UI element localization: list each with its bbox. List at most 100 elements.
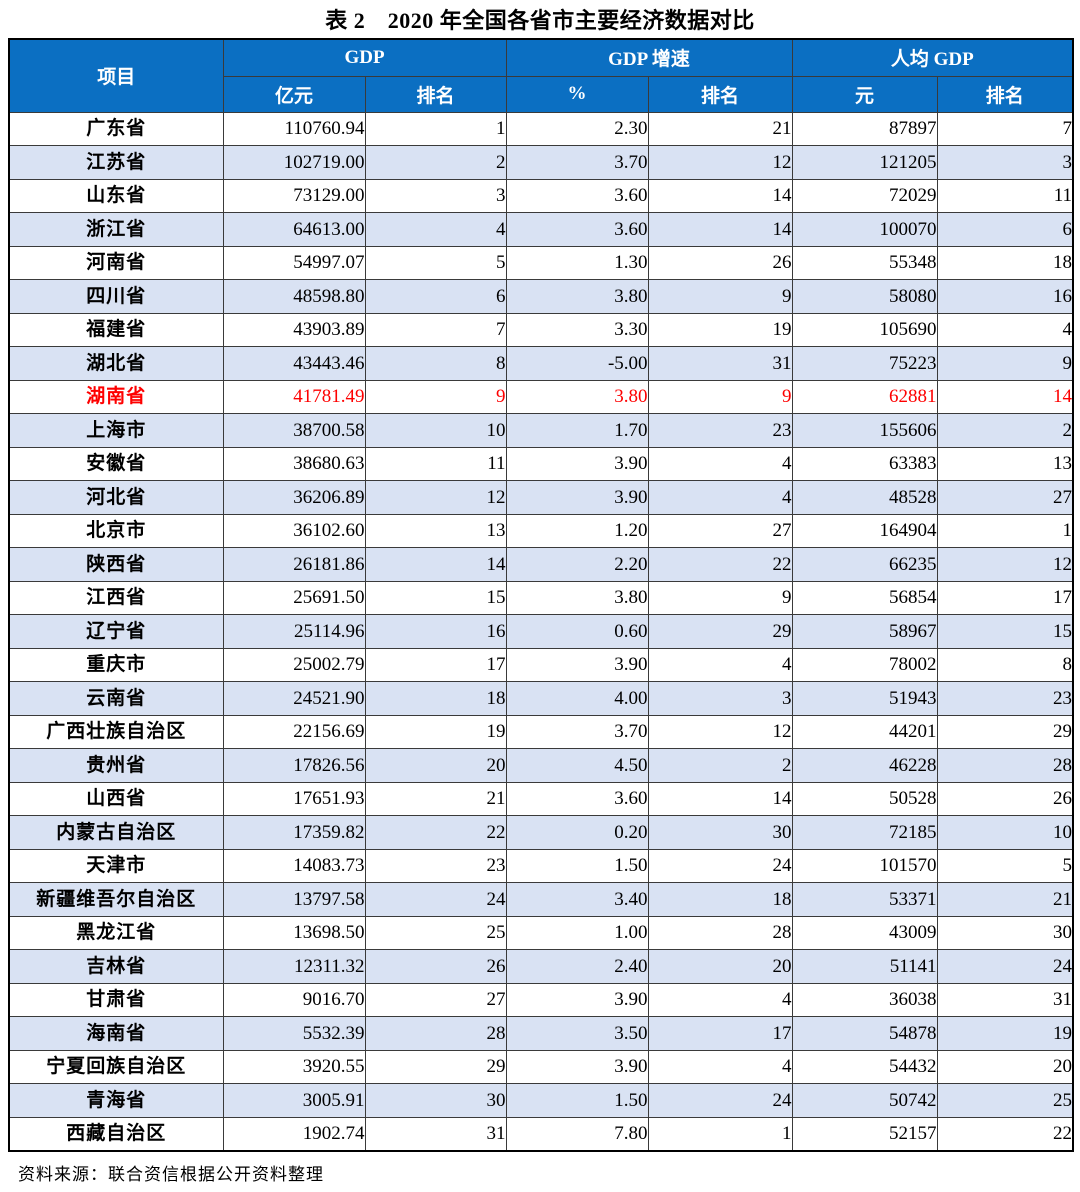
per-capita-rank-cell: 2 <box>936 413 1074 448</box>
table-row: 湖南省 41781.49 9 3.80 9 62881 14 <box>8 379 1074 414</box>
per-capita-rank-cell: 29 <box>936 714 1074 749</box>
growth-value-cell: 1.20 <box>505 513 649 548</box>
per-capita-cell: 46228 <box>791 748 938 783</box>
gdp-rank-cell: 15 <box>364 580 507 615</box>
growth-rank-cell: 12 <box>647 714 793 749</box>
province-name-cell: 贵州省 <box>8 748 224 783</box>
table-row: 浙江省 64613.00 4 3.60 14 100070 6 <box>8 212 1074 247</box>
per-capita-rank-cell: 30 <box>936 915 1074 950</box>
gdp-value-cell: 110760.94 <box>222 111 366 146</box>
table-row: 内蒙古自治区 17359.82 22 0.20 30 72185 10 <box>8 815 1074 850</box>
gdp-rank-cell: 25 <box>364 915 507 950</box>
table-title: 表 2 2020 年全国各省市主要经济数据对比 <box>325 8 755 33</box>
gdp-rank-cell: 11 <box>364 446 507 481</box>
table-row: 贵州省 17826.56 20 4.50 2 46228 28 <box>8 748 1074 783</box>
province-name-cell: 西藏自治区 <box>8 1116 224 1151</box>
gdp-rank-cell: 17 <box>364 647 507 682</box>
growth-value-cell: 3.90 <box>505 647 649 682</box>
growth-value-cell: 3.90 <box>505 480 649 515</box>
economic-data-table: 项目 GDP GDP 增速 人均 GDP 亿元 排名 % 排名 元 排名 广东省… <box>8 38 1075 1152</box>
gdp-rank-cell: 19 <box>364 714 507 749</box>
gdp-value-cell: 1902.74 <box>222 1116 366 1151</box>
per-capita-rank-cell: 16 <box>936 279 1074 314</box>
table-row: 江苏省 102719.00 2 3.70 12 121205 3 <box>8 145 1074 180</box>
gdp-rank-cell: 2 <box>364 145 507 180</box>
province-name-cell: 山东省 <box>8 178 224 213</box>
per-capita-cell: 54432 <box>791 1049 938 1084</box>
per-capita-cell: 56854 <box>791 580 938 615</box>
table-row: 上海市 38700.58 10 1.70 23 155606 2 <box>8 413 1074 448</box>
growth-rank-cell: 28 <box>647 915 793 950</box>
gdp-value-cell: 25002.79 <box>222 647 366 682</box>
growth-value-cell: 3.60 <box>505 781 649 816</box>
per-capita-cell: 51141 <box>791 949 938 984</box>
province-name-cell: 宁夏回族自治区 <box>8 1049 224 1084</box>
province-name-cell: 四川省 <box>8 279 224 314</box>
growth-value-cell: 0.60 <box>505 614 649 649</box>
province-name-cell: 湖北省 <box>8 346 224 381</box>
per-capita-cell: 155606 <box>791 413 938 448</box>
province-name-cell: 内蒙古自治区 <box>8 815 224 850</box>
per-capita-rank-cell: 10 <box>936 815 1074 850</box>
province-name-cell: 河北省 <box>8 480 224 515</box>
growth-value-cell: 2.30 <box>505 111 649 146</box>
per-capita-rank-cell: 17 <box>936 580 1074 615</box>
per-capita-cell: 48528 <box>791 480 938 515</box>
table-row: 江西省 25691.50 15 3.80 9 56854 17 <box>8 580 1074 615</box>
per-capita-rank-cell: 28 <box>936 748 1074 783</box>
per-capita-cell: 78002 <box>791 647 938 682</box>
growth-value-cell: 3.40 <box>505 882 649 917</box>
gdp-rank-cell: 6 <box>364 279 507 314</box>
growth-value-cell: 3.90 <box>505 1049 649 1084</box>
table-row: 甘肃省 9016.70 27 3.90 4 36038 31 <box>8 982 1074 1017</box>
growth-value-cell: 1.50 <box>505 1083 649 1118</box>
growth-value-cell: 2.40 <box>505 949 649 984</box>
per-capita-cell: 75223 <box>791 346 938 381</box>
per-capita-rank-cell: 19 <box>936 1016 1074 1051</box>
gdp-rank-cell: 31 <box>364 1116 507 1151</box>
per-capita-cell: 52157 <box>791 1116 938 1151</box>
gdp-value-cell: 17651.93 <box>222 781 366 816</box>
growth-rank-cell: 3 <box>647 681 793 716</box>
gdp-value-cell: 17826.56 <box>222 748 366 783</box>
table-row: 湖北省 43443.46 8 -5.00 31 75223 9 <box>8 346 1074 381</box>
gdp-rank-cell: 27 <box>364 982 507 1017</box>
gdp-value-cell: 22156.69 <box>222 714 366 749</box>
growth-value-cell: 3.80 <box>505 580 649 615</box>
per-capita-cell: 53371 <box>791 882 938 917</box>
growth-value-cell: 2.20 <box>505 547 649 582</box>
growth-value-cell: 7.80 <box>505 1116 649 1151</box>
gdp-value-cell: 3920.55 <box>222 1049 366 1084</box>
province-name-cell: 江苏省 <box>8 145 224 180</box>
growth-value-cell: 4.50 <box>505 748 649 783</box>
gdp-value-cell: 25691.50 <box>222 580 366 615</box>
per-capita-cell: 66235 <box>791 547 938 582</box>
table-row: 四川省 48598.80 6 3.80 9 58080 16 <box>8 279 1074 314</box>
per-capita-cell: 63383 <box>791 446 938 481</box>
per-capita-cell: 62881 <box>791 379 938 414</box>
growth-value-cell: 1.70 <box>505 413 649 448</box>
header-gdp-rank: 排名 <box>364 75 507 113</box>
gdp-value-cell: 3005.91 <box>222 1083 366 1118</box>
header-growth-rank: 排名 <box>647 75 793 113</box>
table-row: 河南省 54997.07 5 1.30 26 55348 18 <box>8 245 1074 280</box>
table-row: 安徽省 38680.63 11 3.90 4 63383 13 <box>8 446 1074 481</box>
growth-value-cell: 0.20 <box>505 815 649 850</box>
gdp-value-cell: 14083.73 <box>222 848 366 883</box>
header-gdp: GDP <box>222 38 507 77</box>
growth-rank-cell: 30 <box>647 815 793 850</box>
gdp-rank-cell: 21 <box>364 781 507 816</box>
growth-rank-cell: 31 <box>647 346 793 381</box>
table-row: 辽宁省 25114.96 16 0.60 29 58967 15 <box>8 614 1074 649</box>
per-capita-rank-cell: 24 <box>936 949 1074 984</box>
gdp-value-cell: 73129.00 <box>222 178 366 213</box>
gdp-rank-cell: 14 <box>364 547 507 582</box>
growth-value-cell: -5.00 <box>505 346 649 381</box>
gdp-value-cell: 36102.60 <box>222 513 366 548</box>
gdp-value-cell: 26181.86 <box>222 547 366 582</box>
gdp-rank-cell: 29 <box>364 1049 507 1084</box>
province-name-cell: 江西省 <box>8 580 224 615</box>
per-capita-rank-cell: 22 <box>936 1116 1074 1151</box>
table-row: 山东省 73129.00 3 3.60 14 72029 11 <box>8 178 1074 213</box>
growth-value-cell: 3.80 <box>505 279 649 314</box>
